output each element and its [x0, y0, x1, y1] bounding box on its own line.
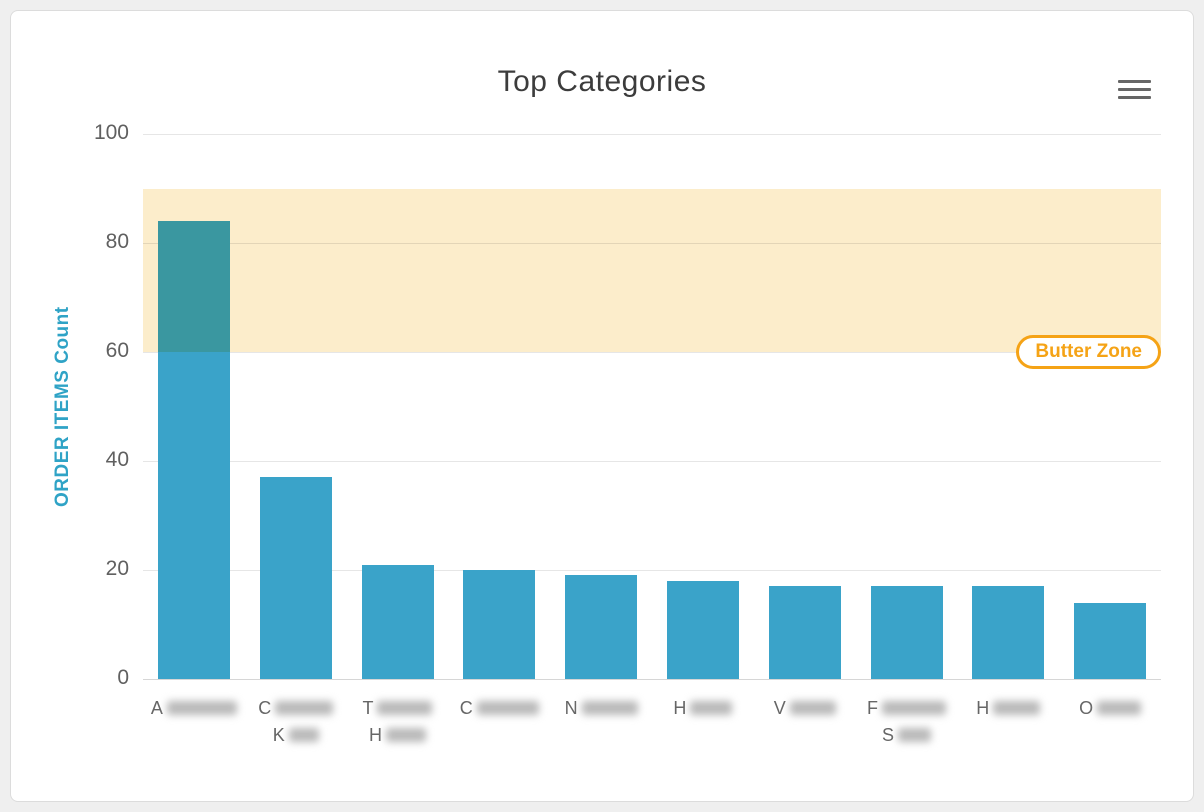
x-category-label: H	[652, 695, 754, 722]
redacted-text	[385, 728, 426, 742]
bar-category-6[interactable]	[666, 580, 739, 679]
category-prefix: C	[258, 698, 272, 718]
category-prefix: N	[564, 698, 578, 718]
redacted-text	[288, 728, 319, 742]
butter-zone-band	[143, 188, 1161, 352]
bar-category-10[interactable]	[1074, 602, 1147, 679]
category-prefix: H	[673, 698, 687, 718]
y-tick-label: 0	[117, 666, 129, 689]
y-tick-label: 20	[105, 557, 129, 580]
gridline	[143, 569, 1161, 571]
gridline	[143, 678, 1161, 680]
bar-category-9[interactable]	[972, 586, 1045, 679]
category-prefix: V	[773, 698, 786, 718]
x-category-label: H	[957, 695, 1059, 722]
gridline	[143, 351, 1161, 353]
y-tick-label: 60	[105, 339, 129, 362]
chart-area: ORDER ITEMS Count Butter Zone 0 20 40 60 80 1…	[11, 11, 1193, 801]
redacted-text	[377, 701, 433, 715]
redacted-text	[898, 728, 931, 742]
bar-category-2[interactable]	[259, 477, 332, 679]
redacted-text	[690, 701, 733, 715]
category-prefix: T	[362, 698, 374, 718]
bar-category-5[interactable]	[565, 575, 638, 679]
category-prefix: S	[881, 725, 894, 745]
y-tick-label: 100	[93, 121, 129, 144]
y-tick-label: 40	[105, 448, 129, 471]
category-prefix: C	[459, 698, 473, 718]
redacted-text	[881, 701, 946, 715]
redacted-text	[581, 701, 638, 715]
redacted-text	[789, 701, 836, 715]
x-category-label: O	[1059, 695, 1161, 722]
category-prefix: F	[866, 698, 878, 718]
redacted-text	[166, 701, 237, 715]
x-category-label: N	[550, 695, 652, 722]
x-category-label: C	[448, 695, 550, 722]
category-prefix: H	[976, 698, 990, 718]
category-prefix: K	[272, 725, 285, 745]
redacted-text	[275, 701, 334, 715]
bar-category-8[interactable]	[870, 586, 943, 679]
x-category-label: A	[143, 695, 245, 722]
bar-category-3[interactable]	[361, 564, 434, 679]
redacted-text	[476, 701, 539, 715]
bar-category-4[interactable]	[463, 570, 536, 679]
category-prefix: H	[368, 725, 382, 745]
butter-zone-label: Butter Zone	[1016, 335, 1161, 369]
x-category-label: V	[754, 695, 856, 722]
redacted-text	[1097, 701, 1142, 715]
y-tick-label: 80	[105, 230, 129, 253]
hamburger-icon	[1115, 79, 1153, 99]
bar-category-7[interactable]	[768, 586, 841, 679]
chart-title: Top Categories	[497, 65, 707, 98]
category-prefix: O	[1079, 698, 1094, 718]
y-axis-title: ORDER ITEMS Count	[52, 306, 73, 507]
redacted-text	[993, 701, 1041, 715]
gridline	[143, 460, 1161, 462]
category-prefix: A	[150, 698, 163, 718]
gridline	[143, 133, 1161, 135]
export-menu-button[interactable]	[1111, 69, 1157, 109]
chart-card: Top Categories ORDER ITEMS Count Butter …	[10, 10, 1194, 802]
